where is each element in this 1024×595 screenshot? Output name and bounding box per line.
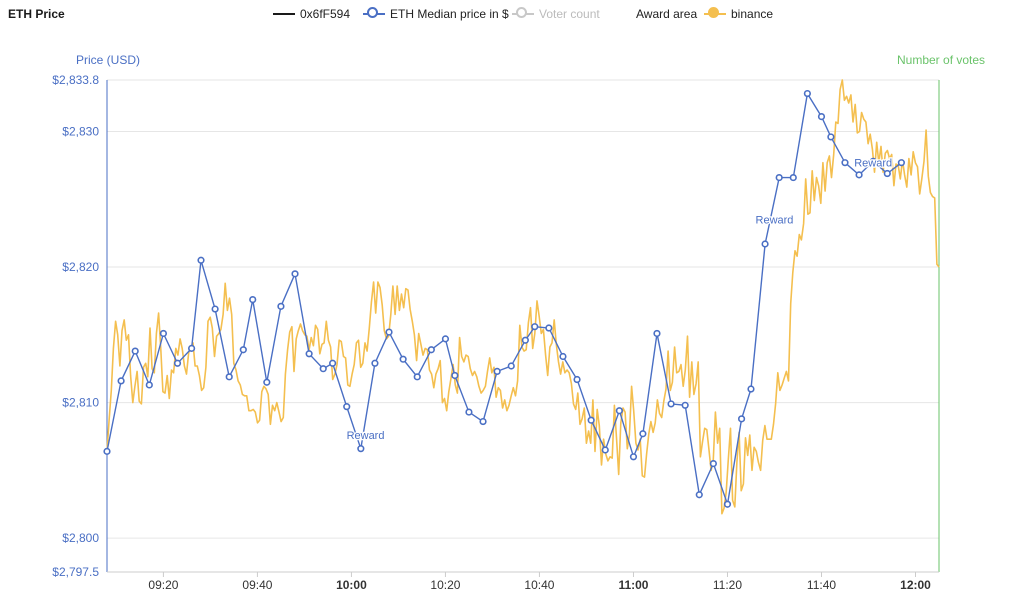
legend-line-icon	[273, 7, 295, 21]
x-tick-label: 09:40	[242, 578, 272, 592]
y-tick-label: $2,810	[62, 396, 99, 410]
legend-label: binance	[731, 7, 774, 21]
median-point	[493, 367, 501, 376]
chart-title: ETH Price	[8, 7, 65, 21]
x-tick-label: 11:00	[618, 578, 648, 592]
y2-axis-title: Number of votes	[897, 53, 986, 67]
legend-item-eth-median[interactable]: ETH Median price in $	[363, 7, 509, 21]
median-point	[883, 169, 891, 178]
y-tick-label: $2,800	[62, 531, 99, 545]
median-point	[441, 335, 450, 343]
y-tick-label: $2,830	[62, 125, 99, 139]
median-point	[145, 381, 153, 389]
median-point	[789, 173, 797, 182]
median-point	[841, 159, 849, 167]
legend-label: 0x6fF594	[300, 7, 351, 21]
median-point	[587, 416, 595, 424]
median-point	[159, 329, 168, 338]
x-tick-label: 09:20	[148, 578, 178, 592]
median-point	[479, 417, 487, 426]
median-point	[601, 446, 609, 454]
median-point	[413, 373, 421, 381]
x-tick-label: 11:20	[713, 578, 742, 592]
median-point	[385, 328, 393, 336]
median-point	[357, 445, 365, 453]
median-point	[761, 240, 769, 248]
y-tick-label: $2,820	[62, 260, 99, 274]
median-point	[451, 371, 459, 380]
legend-label: ETH Median price in $	[390, 7, 509, 21]
median-point	[263, 378, 271, 386]
median-point	[465, 408, 473, 416]
median-point	[329, 359, 337, 367]
legend-line-dot-icon	[363, 7, 385, 21]
legend-line-dot-icon	[704, 7, 726, 21]
median-point	[507, 362, 515, 370]
median-point	[775, 173, 783, 182]
median-point	[103, 447, 111, 455]
median-point	[897, 159, 905, 167]
median-point	[681, 401, 689, 409]
x-tick-label: 12:00	[900, 578, 931, 592]
x-tick-label: 10:00	[336, 578, 367, 592]
y-axis-title: Price (USD)	[76, 53, 141, 67]
median-point	[723, 500, 732, 508]
median-point	[803, 89, 811, 98]
legend-item-voter-count[interactable]: Voter count	[512, 7, 600, 21]
median-point	[399, 355, 407, 363]
median-point	[249, 295, 257, 304]
legend-label: Voter count	[539, 7, 600, 21]
x-tick-label: 11:40	[807, 578, 836, 592]
median-point	[211, 305, 219, 313]
median-point	[188, 344, 196, 352]
median-point	[319, 365, 327, 373]
reward-annotation: Reward	[756, 215, 794, 227]
median-point	[371, 359, 379, 367]
median-point	[305, 350, 313, 358]
median-point	[225, 373, 233, 381]
median-point	[197, 256, 205, 264]
median-point	[573, 375, 581, 384]
median-point	[827, 133, 835, 141]
x-tick-label: 10:20	[430, 578, 460, 592]
y-tick-label: $2,797.5	[52, 565, 99, 579]
median-point	[747, 385, 755, 393]
legend-label: Award area	[636, 7, 698, 21]
legend-item-binance[interactable]: binance	[704, 7, 773, 21]
median-point	[277, 302, 285, 310]
median-point	[817, 112, 826, 121]
median-point	[291, 270, 299, 278]
reward-annotation: Reward	[854, 158, 892, 170]
median-point	[427, 346, 435, 354]
median-point	[239, 346, 247, 354]
median-point	[869, 157, 877, 165]
median-point	[173, 359, 182, 367]
median-point	[855, 171, 863, 179]
y-tick-label: $2,833.8	[52, 73, 99, 87]
legend-item-award-area[interactable]: Award area	[636, 7, 697, 21]
median-point	[531, 323, 539, 331]
median-point	[709, 459, 717, 468]
median-point	[131, 347, 139, 355]
legend-item-0x6ff594[interactable]: 0x6fF594	[273, 7, 350, 21]
median-point	[615, 407, 623, 415]
median-point	[521, 336, 529, 344]
median-point	[629, 453, 638, 461]
median-point	[737, 415, 746, 423]
x-tick-label: 10:40	[524, 578, 554, 592]
median-point	[667, 400, 675, 408]
median-series-line	[106, 91, 902, 505]
reward-annotation: Reward	[347, 430, 385, 442]
binance-series-line	[106, 79, 940, 515]
median-point	[559, 352, 567, 361]
median-point	[695, 491, 703, 499]
median-point	[639, 430, 647, 438]
legend-line-dot-icon	[512, 7, 534, 21]
chart-legend: 0x6fF594 ETH Median price in $ Voter cou…	[0, 7, 1024, 25]
median-point	[117, 377, 125, 385]
median-point	[343, 403, 351, 411]
median-point	[653, 329, 661, 338]
median-point	[545, 324, 553, 332]
